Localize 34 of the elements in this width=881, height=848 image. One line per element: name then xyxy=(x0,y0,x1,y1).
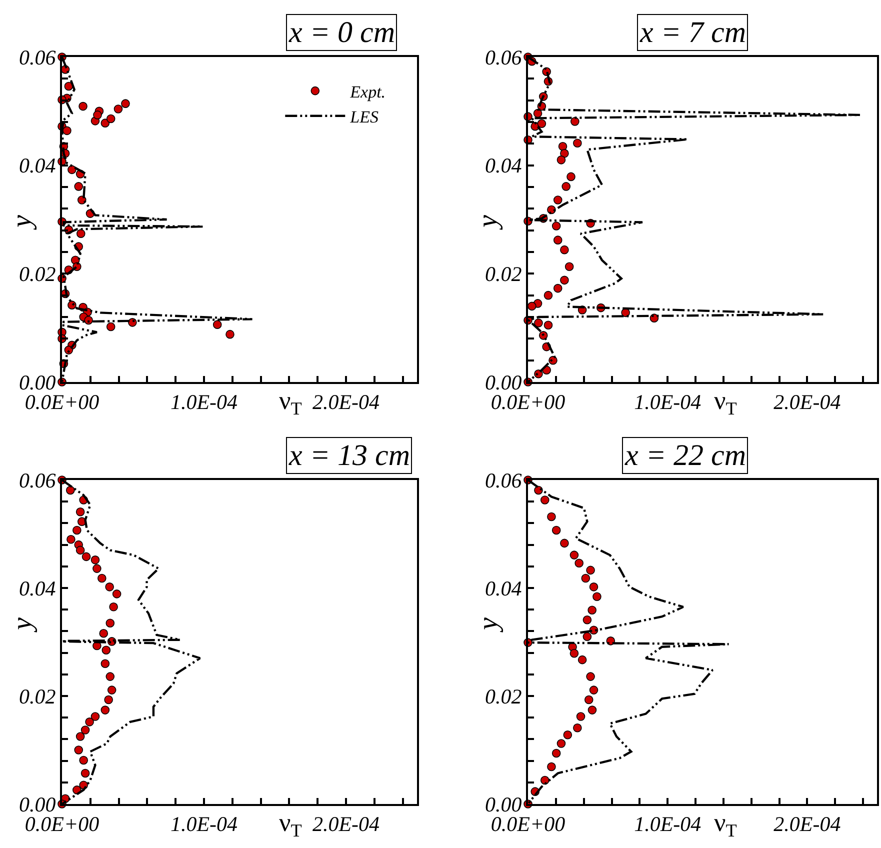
y-tick-label: 0.04 xyxy=(19,576,56,600)
y-axis-title: y xyxy=(6,617,38,634)
y-tick-label: 0.04 xyxy=(19,154,56,178)
x-tick-label: 2.0E-04 xyxy=(312,812,380,836)
y-tick-label: 0.06 xyxy=(19,45,56,70)
y-tick-label: 0.02 xyxy=(485,262,522,286)
x-tick-label: 2.0E-04 xyxy=(774,812,842,836)
x-tick-label: 1.0E-04 xyxy=(634,812,702,836)
y-axis-title: y xyxy=(472,617,504,634)
chart-title: x = 7 cm xyxy=(639,16,746,49)
y-tick-label: 0.04 xyxy=(485,154,522,178)
y-tick-label: 0.02 xyxy=(19,684,56,708)
x-axis-title: ν$_{T}$ xyxy=(279,808,302,840)
y-tick-label: 0.02 xyxy=(485,684,522,708)
x-axis-title: ν$_{T}$ xyxy=(714,808,737,840)
chart-title: x = 22 cm xyxy=(624,439,746,472)
y-tick-label: 0.06 xyxy=(19,468,56,492)
legend-label: Expt. xyxy=(349,82,386,102)
x-axis-title: ν$_{T}$ xyxy=(714,386,737,418)
x-axis-title: ν$_{T}$ xyxy=(279,386,302,418)
x-tick-label: 1.0E-04 xyxy=(170,812,238,836)
legend-label: LES xyxy=(349,108,379,127)
x-tick-label: 1.0E-04 xyxy=(170,390,238,414)
x-tick-label: 2.0E-04 xyxy=(774,390,842,414)
y-tick-label: 0.02 xyxy=(19,262,56,286)
y-tick-label: 0.06 xyxy=(485,45,522,70)
x-tick-label: 1.0E-04 xyxy=(634,390,702,414)
chart-title: x = 0 cm xyxy=(288,16,396,49)
y-axis-title: y xyxy=(472,214,504,230)
y-axis-title: y xyxy=(6,214,38,230)
chart-title: x = 13 cm xyxy=(288,439,410,472)
y-tick-label: 0.04 xyxy=(485,576,522,600)
y-tick-label: 0.06 xyxy=(485,468,522,492)
x-tick-label: 2.0E-04 xyxy=(312,390,380,414)
